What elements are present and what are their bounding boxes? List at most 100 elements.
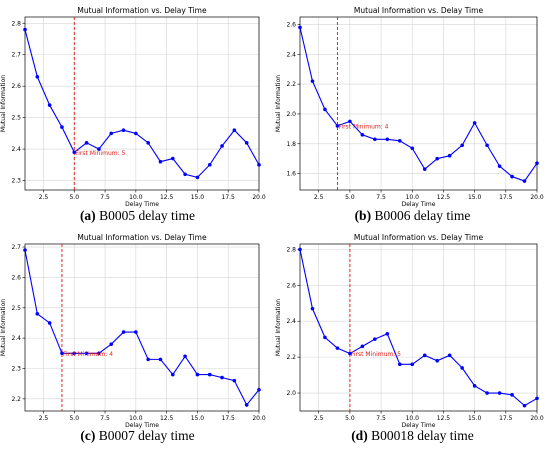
x-tick-label-c: 7.5 [100, 415, 110, 422]
y-tick-label-b: 2.6 [286, 21, 296, 28]
y-tick-label-b: 2.0 [286, 111, 296, 118]
y-tick-label-a: 2.4 [11, 146, 21, 153]
chart-b: 2.5 5.0 7.5 10.0 12.5 15.0 17.5 20.0 1.6 1.8 2.0 2.… [275, 6, 544, 208]
y-tick-label-d: 2.4 [286, 318, 296, 325]
y-tick-label-d: 2.6 [286, 282, 296, 289]
y-tick-label-c: 2.3 [11, 365, 21, 372]
x-axis-label-c: Delay Time [125, 422, 159, 429]
data-point-d [447, 353, 452, 358]
x-tick-label-b: 5.0 [345, 194, 355, 201]
data-point-c [158, 357, 163, 362]
data-point-a [72, 150, 77, 155]
axes-frame-c [24, 243, 260, 412]
data-point-c [72, 351, 77, 356]
axes-frame-a [24, 16, 260, 191]
data-point-a [97, 147, 101, 151]
series-line-c [24, 249, 260, 406]
data-point-d [298, 247, 302, 252]
chart-panel-d: 2.5 5.0 7.5 10.0 12.5 15.0 17.5 20.0 2.0 2.2 2.4 2.… [275, 227, 550, 429]
chart-d: 2.5 5.0 7.5 10.0 12.5 15.0 17.5 20.0 2.0 2.2 2.4 2.… [275, 233, 544, 429]
data-point-b [298, 25, 302, 30]
data-point-c [146, 357, 150, 362]
data-point-b [510, 174, 514, 179]
x-tick-label-d: 17.5 [499, 415, 513, 422]
data-point-d [335, 346, 340, 350]
data-point-c [60, 351, 64, 356]
x-tick-label-b: 10.0 [406, 194, 420, 201]
data-point-c [47, 321, 52, 325]
y-tick-label-a: 2.8 [11, 20, 21, 27]
data-point-b [397, 138, 402, 143]
caption-d: (d) B00018 delay time [275, 428, 550, 444]
caption-c: (c) B0007 delay time [0, 428, 275, 444]
caption-b-letter: (b) [354, 208, 372, 223]
data-point-b [410, 146, 415, 151]
data-point-b [435, 156, 440, 161]
data-point-d [472, 384, 477, 388]
chart-panel-a: 2.5 5.0 7.5 10.0 12.5 15.0 17.5 20.0 2.3 2.4 2.5 2.… [0, 0, 275, 208]
data-point-c [84, 351, 89, 356]
first-minimum-annotation-d: First Minimum: 5 [351, 351, 401, 358]
series-line-a [24, 29, 260, 179]
x-tick-label-c: 12.5 [160, 415, 174, 422]
data-point-d [510, 393, 514, 397]
y-tick-label-c: 2.7 [11, 244, 21, 251]
data-point-b [522, 179, 527, 183]
data-point-d [410, 362, 415, 367]
y-tick-label-c: 2.2 [11, 396, 21, 403]
data-point-a [109, 131, 114, 136]
data-point-c [244, 403, 249, 407]
data-point-b [485, 143, 489, 148]
x-tick-label-c: 15.0 [191, 415, 205, 422]
x-tick-label-a: 2.5 [39, 194, 49, 201]
data-point-a [23, 27, 27, 32]
x-tick-label-b: 2.5 [314, 194, 324, 201]
x-tick-label-a: 12.5 [160, 194, 174, 201]
data-point-b [323, 107, 327, 112]
chart-panel-b: 2.5 5.0 7.5 10.0 12.5 15.0 17.5 20.0 1.6 1.8 2.0 2.… [275, 0, 550, 208]
y-tick-label-b: 1.6 [286, 171, 296, 178]
y-axis-label-a: Mutual Information [0, 75, 7, 132]
x-axis-label-b: Delay Time [402, 201, 436, 208]
data-point-a [220, 144, 224, 148]
x-axis-label-d: Delay Time [402, 422, 436, 429]
x-tick-label-c: 20.0 [252, 415, 266, 422]
x-tick-label-d: 12.5 [437, 415, 451, 422]
y-tick-label-c: 2.6 [11, 274, 21, 281]
data-point-b [535, 161, 539, 165]
x-tick-label-c: 2.5 [39, 415, 49, 422]
data-point-c [170, 372, 175, 377]
data-point-d [385, 331, 390, 336]
caption-c-text: B0007 delay time [95, 428, 195, 443]
x-tick-label-a: 20.0 [252, 194, 266, 201]
x-tick-label-b: 15.0 [468, 194, 482, 201]
data-point-b [335, 124, 340, 128]
x-tick-label-a: 7.5 [100, 194, 110, 201]
plot-area-a [25, 17, 259, 190]
y-axis-label-b: Mutual Information [275, 75, 282, 132]
data-point-b [497, 164, 502, 168]
y-tick-label-c: 2.5 [11, 305, 21, 312]
caption-a-text: B0005 delay time [95, 208, 196, 223]
caption-b-text: B0006 delay time [371, 208, 471, 223]
data-point-c [195, 372, 200, 377]
x-tick-label-d: 20.0 [530, 415, 544, 422]
x-tick-label-c: 5.0 [69, 415, 79, 422]
y-tick-label-a: 2.7 [11, 52, 21, 59]
y-tick-label-d: 2.8 [286, 246, 296, 253]
x-tick-label-c: 17.5 [222, 415, 236, 422]
caption-a: (a) B0005 delay time [0, 208, 275, 224]
data-point-a [47, 103, 52, 107]
data-point-d [422, 353, 427, 358]
data-point-a [146, 141, 150, 145]
data-point-a [183, 172, 187, 177]
y-tick-label-b: 2.2 [286, 81, 296, 88]
caption-d-text: B00018 delay time [367, 428, 474, 443]
x-tick-label-d: 5.0 [345, 415, 355, 422]
series-line-d [299, 249, 538, 407]
data-point-a [84, 141, 89, 145]
data-point-c [35, 312, 40, 316]
plot-area-d [300, 244, 537, 411]
x-tick-label-a: 10.0 [129, 194, 143, 201]
first-minimum-annotation-b: First Minimum: 4 [338, 123, 388, 130]
